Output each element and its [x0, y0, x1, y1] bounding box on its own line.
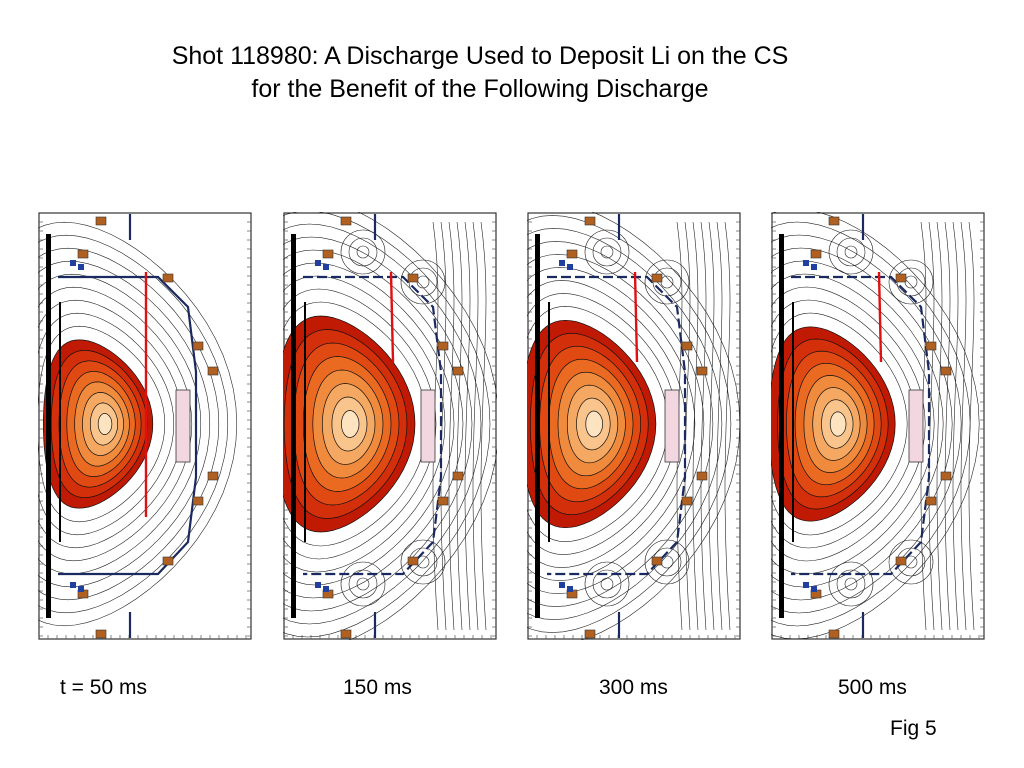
- divertor-coils: [559, 260, 573, 592]
- passive-plate: [908, 389, 924, 463]
- title-line-2: for the Benefit of the Following Dischar…: [251, 75, 709, 103]
- figure-label: Fig 5: [890, 717, 937, 740]
- pf-coils: [322, 216, 464, 639]
- center-stack: [46, 234, 51, 618]
- time-label-500ms: 500 ms: [838, 676, 907, 699]
- divertor-coils: [70, 260, 84, 592]
- equilibrium-svg: [38, 212, 252, 640]
- flux-surface: [97, 413, 113, 435]
- title-line-1: Shot 118980: A Discharge Used to Deposit…: [171, 42, 789, 70]
- flux-surface: [585, 410, 603, 438]
- equilibrium-svg: [283, 212, 497, 640]
- center-stack: [291, 234, 296, 618]
- equilibrium-panel-1: [38, 212, 252, 640]
- red-sightline: [389, 271, 395, 363]
- flux-surface: [341, 410, 360, 438]
- equilibrium-panel-4: [771, 212, 985, 640]
- red-sightline: [877, 271, 883, 363]
- equilibrium-svg: [527, 212, 741, 640]
- time-label-300ms: 300 ms: [599, 676, 668, 699]
- passive-plate: [420, 389, 436, 463]
- center-stack: [535, 234, 540, 618]
- plasma-contours: [283, 315, 416, 533]
- pf-coils: [810, 216, 952, 639]
- center-stack: [779, 234, 784, 618]
- field-lines: [527, 212, 741, 640]
- plasma-contours: [771, 326, 896, 522]
- passive-plate: [664, 389, 680, 463]
- equilibrium-svg: [771, 212, 985, 640]
- flux-surface: [829, 411, 847, 437]
- passive-plate: [175, 389, 191, 463]
- field-lines: [38, 221, 238, 627]
- time-label-150ms: 150 ms: [343, 676, 412, 699]
- equilibrium-panel-3: [527, 212, 741, 640]
- equilibrium-panel-2: [283, 212, 497, 640]
- plasma-contours: [527, 319, 657, 529]
- divertor-coils: [803, 260, 817, 592]
- red-sightline: [633, 271, 639, 363]
- divertor-coils: [315, 260, 329, 592]
- pf-coils: [566, 216, 708, 639]
- pf-coils: [77, 216, 219, 639]
- slide-title: Shot 118980: A Discharge Used to Deposit…: [0, 40, 960, 106]
- time-label-50ms: t = 50 ms: [60, 676, 147, 699]
- plasma-contours: [42, 339, 154, 509]
- field-lines: [771, 212, 980, 640]
- field-lines: [283, 212, 497, 640]
